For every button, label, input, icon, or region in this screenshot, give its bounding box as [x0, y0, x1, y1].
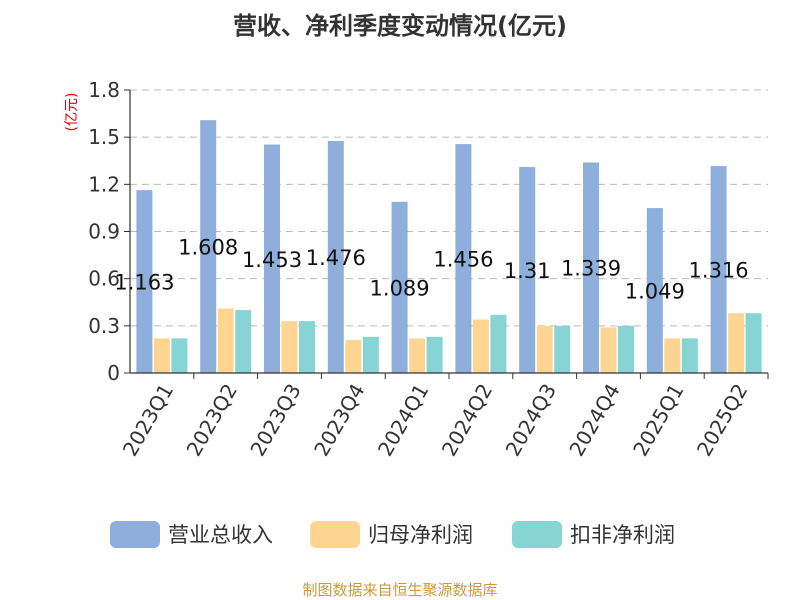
legend-label-1: 归母净利润: [368, 523, 473, 547]
legend: 营业总收入 归母净利润 扣非净利润: [110, 521, 675, 548]
revenue-data-label: 1.316: [689, 259, 749, 283]
bar-2024Q1-series-0: [391, 201, 408, 373]
revenue-data-label: 1.163: [114, 271, 174, 295]
x-tick-label: 2023Q1: [118, 380, 178, 461]
revenue-data-label: 1.339: [561, 257, 621, 281]
x-tick-label: 2023Q4: [309, 380, 369, 461]
y-tick-label: 0.9: [88, 220, 120, 244]
revenue-data-label: 1.456: [433, 248, 493, 272]
y-tick-label: 0.6: [88, 267, 120, 291]
revenue-data-label: 1.476: [306, 246, 366, 270]
x-tick-label: 2024Q4: [564, 380, 624, 461]
x-tick-label: 2025Q1: [628, 380, 688, 461]
bar-2024Q1-series-1: [409, 338, 426, 373]
bar-2023Q3-series-2: [299, 321, 315, 373]
bar-2023Q1-series-2: [171, 338, 188, 373]
data-source-note: 制图数据来自恒生聚源数据库: [302, 581, 497, 599]
bar-2024Q4-series-0: [583, 162, 599, 373]
bar-2024Q2-series-1: [472, 319, 489, 373]
bar-2023Q1-series-0: [136, 190, 153, 373]
x-tick-label: 2023Q2: [182, 380, 242, 461]
y-tick-label: 1.2: [88, 172, 120, 196]
bar-2023Q2-series-0: [200, 120, 217, 373]
bar-2024Q2-series-2: [490, 314, 507, 373]
revenue-data-label: 1.31: [504, 259, 551, 283]
bar-2025Q1-series-1: [664, 338, 681, 373]
bar-2024Q1-series-2: [426, 336, 443, 373]
y-tick-label: 1.8: [88, 78, 120, 102]
bar-2023Q4-series-1: [345, 339, 362, 373]
bar-2024Q3-series-2: [554, 325, 571, 373]
bars: [136, 120, 762, 373]
legend-swatch-2: [512, 521, 562, 548]
bar-2023Q4-series-0: [327, 140, 344, 373]
bar-2025Q1-series-2: [681, 338, 698, 373]
bar-2025Q1-series-0: [646, 208, 663, 373]
bar-2023Q2-series-2: [235, 310, 252, 373]
x-tick-label: 2024Q1: [373, 380, 433, 461]
bar-2025Q2-series-2: [745, 313, 762, 373]
revenue-data-label: 1.608: [178, 236, 238, 260]
y-tick-label: 1.5: [88, 125, 120, 149]
y-tick-label: 0.3: [88, 314, 120, 338]
x-tick-label: 2024Q3: [501, 380, 561, 461]
x-tick-label: 2025Q2: [692, 380, 752, 461]
legend-label-0: 营业总收入: [168, 523, 273, 547]
bar-2023Q4-series-2: [362, 336, 379, 373]
legend-swatch-1: [310, 521, 360, 548]
bar-2024Q4-series-1: [600, 327, 617, 373]
x-tick-label: 2024Q2: [437, 380, 497, 461]
bar-2023Q1-series-1: [153, 338, 170, 373]
bar-2023Q3-series-1: [281, 321, 298, 373]
revenue-data-label: 1.049: [625, 280, 685, 304]
revenue-data-label: 1.453: [242, 248, 302, 272]
bar-2023Q2-series-1: [217, 308, 234, 373]
bar-2023Q3-series-0: [264, 144, 280, 373]
y-tick-label: 0: [107, 361, 120, 385]
bar-2025Q2-series-1: [728, 313, 745, 373]
revenue-data-label: 1.089: [370, 276, 430, 300]
bar-2025Q2-series-0: [710, 166, 727, 373]
x-tick-label: 2023Q3: [245, 380, 305, 461]
y-axis-unit-label: (亿元): [64, 93, 80, 132]
bar-2024Q3-series-1: [536, 325, 553, 373]
chart-title: 营收、净利季度变动情况(亿元): [233, 12, 567, 40]
bar-2024Q3-series-0: [519, 167, 536, 373]
legend-swatch-0: [110, 521, 160, 548]
bar-2024Q4-series-2: [618, 325, 634, 373]
legend-label-2: 扣非净利润: [570, 523, 675, 547]
bar-2024Q2-series-0: [455, 144, 472, 373]
